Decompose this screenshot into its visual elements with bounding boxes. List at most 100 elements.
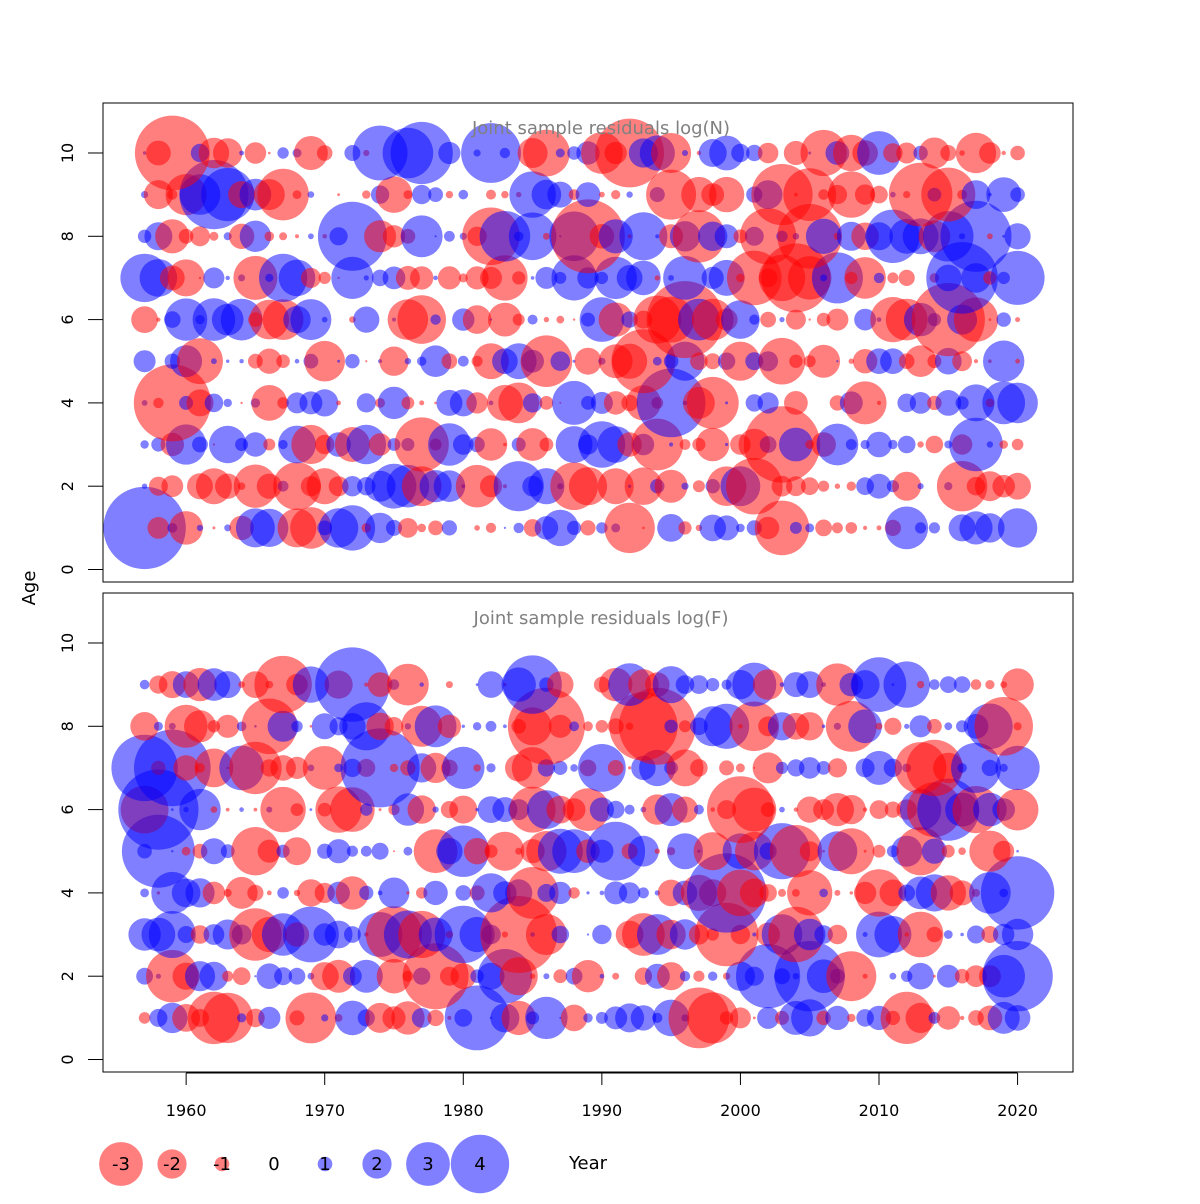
residual-bubble [204,393,224,413]
residual-bubble [896,142,918,164]
residual-bubble [309,808,313,811]
residual-bubble [624,804,635,815]
residual-bubble [512,271,526,285]
residual-bubble [438,141,461,165]
residual-bubble [569,721,579,732]
residual-bubble [368,433,392,456]
residual-bubble [889,972,897,980]
y-tick-label: 8 [58,231,77,241]
residual-bubble [367,672,393,697]
residual-bubble [192,436,208,453]
residual-bubble [599,890,605,896]
residual-bubble [231,827,280,876]
residual-bubble [549,881,572,905]
residual-bubble [815,519,832,537]
residual-bubble [485,720,497,732]
legend-label: 4 [474,1154,485,1175]
residual-bubble [543,316,550,323]
residual-bubble [568,467,608,506]
residual-bubble [695,427,730,462]
residual-bubble [324,920,353,949]
residual-bubble [799,841,820,862]
x-axis: 1960 1970 1980 1990 2000 2010 2020 [166,1072,1038,1120]
residual-bubble [462,305,492,334]
residual-bubble [346,845,358,857]
residual-bubble [619,212,668,261]
residual-bubble [848,709,882,744]
residual-bubble [225,807,230,812]
residual-bubble [239,150,245,156]
residual-bubble [203,267,225,289]
residual-bubble [876,525,882,531]
residual-bubble [503,724,507,729]
residual-bubble [445,190,454,199]
residual-bubble [295,234,299,239]
residual-bubble [239,220,272,252]
residual-bubble [390,121,453,185]
x-tick-label: 2000 [720,1101,761,1120]
residual-bubble [904,723,910,729]
residual-bubble [486,189,496,200]
residual-bubble [848,358,854,364]
residual-bubble [237,1013,247,1023]
residual-bubble [525,914,567,955]
residual-bubble [268,151,271,155]
legend-bubble [362,1149,392,1179]
residual-bubble [586,933,590,936]
residual-bubble [775,761,789,775]
residual-bubble [177,338,223,385]
legend-bubble [317,1156,333,1172]
residual-bubble [220,298,263,341]
residual-bubble [917,441,924,448]
residual-bubble [177,926,195,943]
residual-bubble [630,1005,657,1031]
residual-bubble [843,381,887,425]
residual-bubble [337,359,340,363]
residual-bubble [654,275,660,281]
residual-bubble [437,266,461,290]
residual-bubble [821,724,826,729]
residual-bubble [527,314,538,325]
residual-bubble [449,795,478,824]
residual-bubble [993,840,1015,862]
residual-bubble [258,1006,281,1029]
residual-bubble [935,390,962,416]
residual-bubble [315,647,390,722]
residual-bubble [461,123,521,183]
residual-bubble [663,256,707,300]
residual-bubble [826,308,849,331]
residual-bubble [318,271,331,284]
residual-bubble [379,346,409,376]
panel-log-n-title: Joint sample residuals log(N) [471,118,730,139]
residual-bubble [983,340,1025,382]
residual-bubble [667,833,703,870]
residual-bubble [1004,223,1031,250]
residual-bubble [814,925,833,944]
residual-bubble [445,681,453,689]
residual-bubble [795,712,824,741]
residual-bubble [403,846,413,856]
residual-bubble [264,231,275,242]
residual-bubble [156,317,161,322]
residual-bubble [229,741,282,795]
residual-bubble [411,1008,432,1028]
residual-bubble [827,758,848,778]
residual-bubble [133,350,156,373]
residual-bubble [276,354,290,369]
residual-bubble [885,506,929,550]
residual-bubble [326,839,351,864]
residual-bubble [927,718,942,734]
residual-bubble [918,137,950,169]
legend-bubble [406,1142,450,1186]
residual-bubble [559,1016,562,1019]
residual-bubble [708,971,718,981]
residual-bubble [686,376,739,429]
residual-bubble [831,522,843,534]
residual-bubble [836,795,866,825]
residual-bubble [322,959,356,993]
residual-bubble [329,505,376,551]
residual-bubble [290,803,304,816]
residual-bubble [131,306,159,333]
panel-log-f-bubbles [111,647,1055,1051]
legend-bubble [157,1149,187,1179]
